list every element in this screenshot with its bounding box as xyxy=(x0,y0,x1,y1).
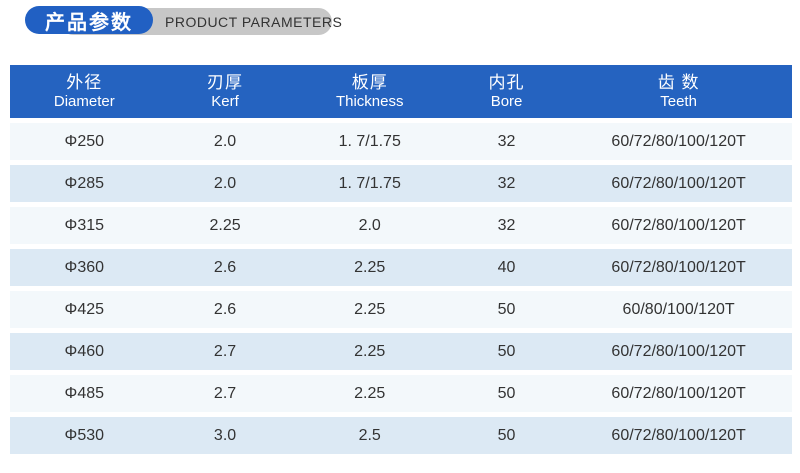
table-cell: 60/72/80/100/120T xyxy=(565,165,792,202)
table-cell: 2.0 xyxy=(291,207,448,244)
table-cell: 2.5 xyxy=(291,417,448,454)
table-cell: 32 xyxy=(447,165,566,202)
table-row: Φ460 2.7 2.25 50 60/72/80/100/120T xyxy=(10,333,792,370)
table-cell: 32 xyxy=(447,123,566,160)
table-cell: Φ285 xyxy=(10,165,159,202)
table-cell: Φ250 xyxy=(10,123,159,160)
table-cell: 3.0 xyxy=(158,417,292,454)
column-header: 板厚 Thickness xyxy=(291,65,448,118)
column-header-en: Kerf xyxy=(211,93,239,111)
table-cell: 50 xyxy=(447,417,566,454)
table-cell: 50 xyxy=(447,333,566,370)
table-row: Φ250 2.0 1. 7/1.75 32 60/72/80/100/120T xyxy=(10,123,792,160)
section-header: PRODUCT PARAMETERS 产品参数 xyxy=(0,0,800,40)
table-cell: 60/72/80/100/120T xyxy=(565,333,792,370)
table-cell: 32 xyxy=(447,207,566,244)
table-cell: 50 xyxy=(447,291,566,328)
table-header: 外径 Diameter 刃厚 Kerf 板厚 Thickness 内孔 Bore 齿 数 Teet… xyxy=(10,65,792,118)
table-cell: 2.0 xyxy=(158,165,292,202)
table-cell: 2.6 xyxy=(158,291,292,328)
section-title-en: PRODUCT PARAMETERS xyxy=(165,13,343,30)
column-header: 齿 数 Teeth xyxy=(565,65,792,118)
section-title-zh: 产品参数 xyxy=(45,11,133,34)
column-header-en: Thickness xyxy=(335,93,404,111)
table-row: Φ485 2.7 2.25 50 60/72/80/100/120T xyxy=(10,375,792,412)
table-row: Φ315 2.25 2.0 32 60/72/80/100/120T xyxy=(10,207,792,244)
table-row: Φ425 2.6 2.25 50 60/80/100/120T xyxy=(10,291,792,328)
table-cell: 2.0 xyxy=(158,123,292,160)
column-header-zh: 刃厚 xyxy=(207,72,244,92)
table-cell: 1. 7/1.75 xyxy=(291,165,448,202)
table-cell: 1. 7/1.75 xyxy=(291,123,448,160)
column-header: 刃厚 Kerf xyxy=(158,65,292,118)
table-body: Φ250 2.0 1. 7/1.75 32 60/72/80/100/120T Φ285 2… xyxy=(10,123,792,454)
table-row: Φ285 2.0 1. 7/1.75 32 60/72/80/100/120T xyxy=(10,165,792,202)
table-cell: 2.25 xyxy=(291,333,448,370)
table-cell: 2.25 xyxy=(291,291,448,328)
table-cell: Φ485 xyxy=(10,375,159,412)
table-cell: 2.7 xyxy=(158,333,292,370)
column-header-en: Teeth xyxy=(660,93,697,111)
column-header: 内孔 Bore xyxy=(447,65,566,118)
table-cell: 2.25 xyxy=(291,249,448,286)
table-cell: Φ360 xyxy=(10,249,159,286)
table-row: Φ530 3.0 2.5 50 60/72/80/100/120T xyxy=(10,417,792,454)
table-cell: 2.25 xyxy=(291,375,448,412)
table-cell: Φ425 xyxy=(10,291,159,328)
column-header: 外径 Diameter xyxy=(10,65,159,118)
product-parameters-table: 外径 Diameter 刃厚 Kerf 板厚 Thickness 内孔 Bore 齿 数 Teet… xyxy=(10,60,792,459)
table-cell: 60/72/80/100/120T xyxy=(565,375,792,412)
table-cell: Φ530 xyxy=(10,417,159,454)
table-header-row: 外径 Diameter 刃厚 Kerf 板厚 Thickness 内孔 Bore 齿 数 Teet… xyxy=(10,65,792,118)
table-cell: 60/72/80/100/120T xyxy=(565,249,792,286)
table-row: Φ360 2.6 2.25 40 60/72/80/100/120T xyxy=(10,249,792,286)
table-cell: 60/72/80/100/120T xyxy=(565,207,792,244)
column-header-zh: 板厚 xyxy=(351,72,388,92)
table-cell: 60/72/80/100/120T xyxy=(565,417,792,454)
table-cell: Φ315 xyxy=(10,207,159,244)
table-cell: 60/80/100/120T xyxy=(565,291,792,328)
table-cell: 50 xyxy=(447,375,566,412)
section-title-zh-pill: 产品参数 xyxy=(25,6,153,34)
table-cell: 40 xyxy=(447,249,566,286)
table-cell: Φ460 xyxy=(10,333,159,370)
column-header-en: Diameter xyxy=(53,93,115,111)
column-header-zh: 外径 xyxy=(66,72,103,92)
table-cell: 2.7 xyxy=(158,375,292,412)
column-header-zh: 齿 数 xyxy=(657,72,700,92)
column-header-en: Bore xyxy=(490,93,523,111)
table-cell: 60/72/80/100/120T xyxy=(565,123,792,160)
table-cell: 2.25 xyxy=(158,207,292,244)
table-cell: 2.6 xyxy=(158,249,292,286)
column-header-zh: 内孔 xyxy=(488,72,525,92)
